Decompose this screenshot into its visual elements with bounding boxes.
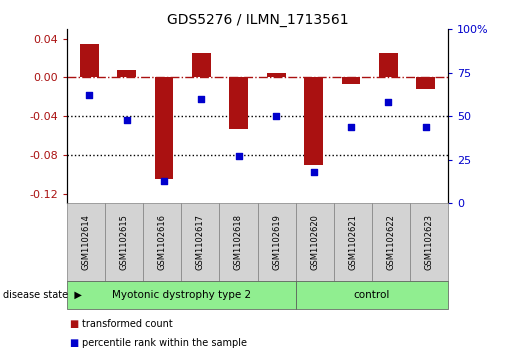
Title: GDS5276 / ILMN_1713561: GDS5276 / ILMN_1713561 <box>167 13 348 26</box>
Bar <box>80 44 99 77</box>
Text: ■: ■ <box>70 319 79 330</box>
Point <box>235 153 243 159</box>
Text: GSM1102620: GSM1102620 <box>310 215 319 270</box>
Point <box>384 99 392 105</box>
Point <box>160 178 168 184</box>
Text: percentile rank within the sample: percentile rank within the sample <box>82 338 247 348</box>
Point <box>123 117 131 123</box>
Text: ■: ■ <box>70 338 79 348</box>
Text: GSM1102615: GSM1102615 <box>119 215 129 270</box>
Bar <box>154 77 174 179</box>
Text: GSM1102617: GSM1102617 <box>196 214 205 270</box>
Text: Myotonic dystrophy type 2: Myotonic dystrophy type 2 <box>112 290 251 300</box>
Text: transformed count: transformed count <box>82 319 173 330</box>
Text: control: control <box>354 290 390 300</box>
Bar <box>230 77 248 129</box>
Point <box>272 113 280 119</box>
Text: GSM1102618: GSM1102618 <box>234 214 243 270</box>
Point <box>197 96 205 102</box>
Bar <box>267 73 285 77</box>
Bar <box>192 53 211 77</box>
Bar <box>341 77 360 84</box>
Point <box>310 169 318 175</box>
Bar <box>379 53 398 77</box>
Text: GSM1102622: GSM1102622 <box>386 215 396 270</box>
Bar <box>304 77 323 164</box>
Point <box>85 92 94 98</box>
Text: GSM1102614: GSM1102614 <box>81 215 91 270</box>
Bar <box>416 77 435 89</box>
Text: GSM1102623: GSM1102623 <box>424 214 434 270</box>
Text: disease state  ▶: disease state ▶ <box>3 290 81 300</box>
Point <box>347 124 355 130</box>
Bar <box>117 70 136 77</box>
Text: GSM1102621: GSM1102621 <box>348 215 357 270</box>
Text: GSM1102616: GSM1102616 <box>158 214 167 270</box>
Point <box>421 124 430 130</box>
Text: GSM1102619: GSM1102619 <box>272 215 281 270</box>
